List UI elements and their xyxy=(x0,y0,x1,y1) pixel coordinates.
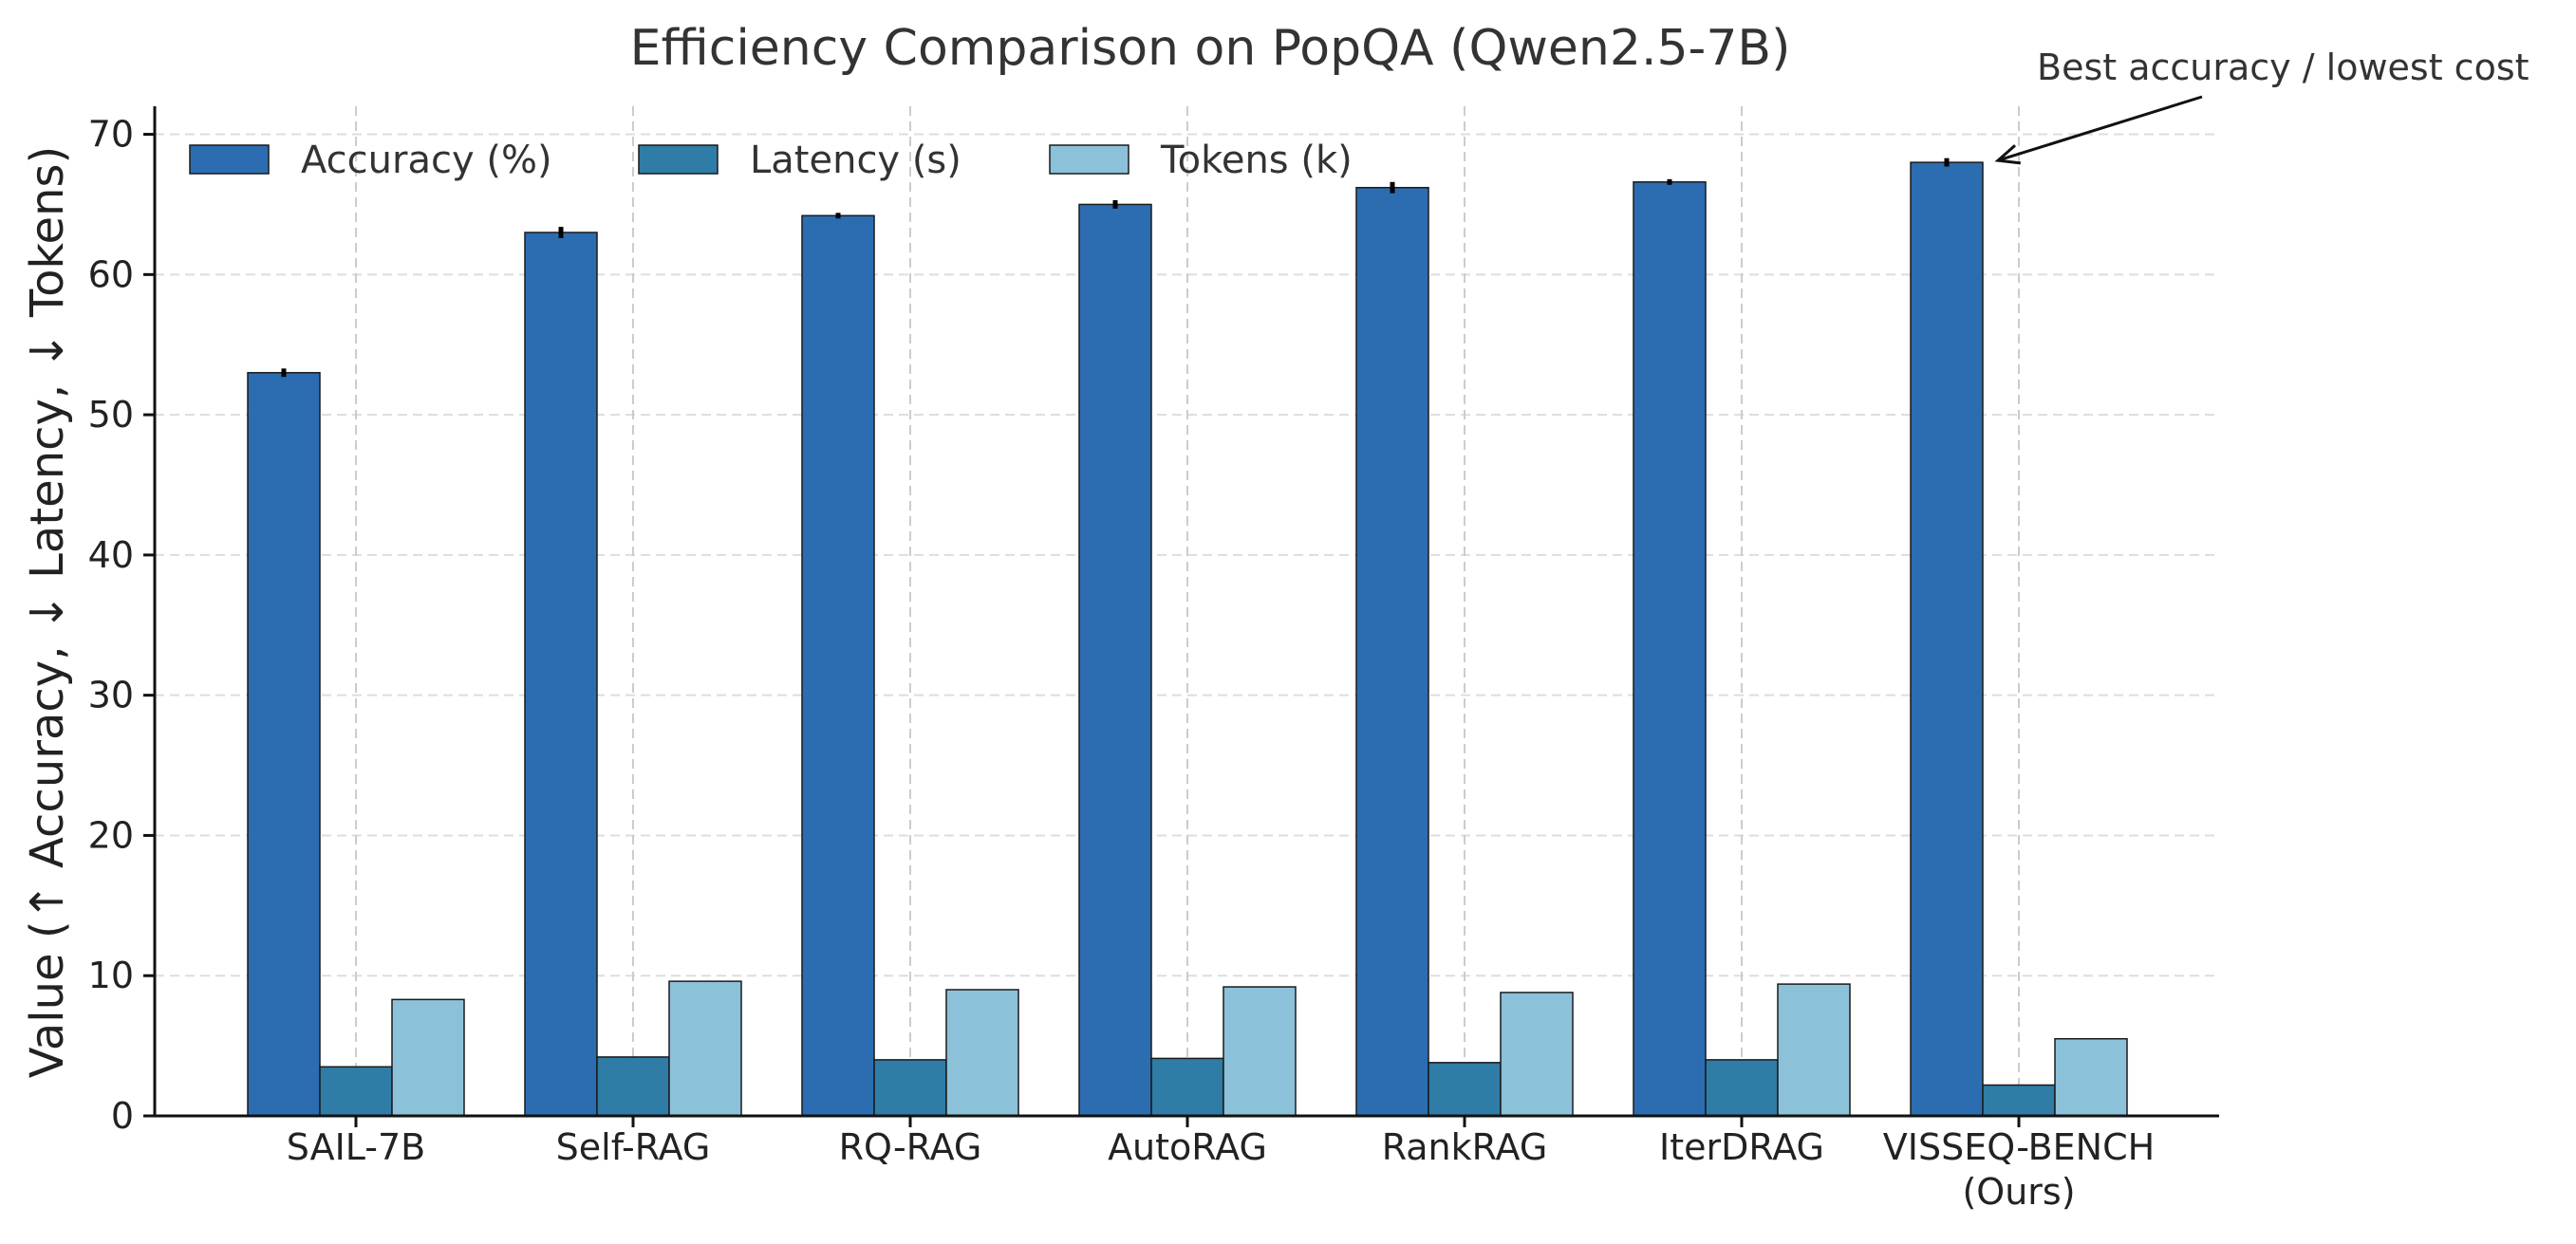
x-tick-label: VISSEQ-BENCH xyxy=(1883,1126,2155,1168)
y-tick-label: 20 xyxy=(88,814,134,856)
legend-label: Latency (s) xyxy=(750,139,961,182)
y-tick-label: 70 xyxy=(88,114,134,156)
y-tick-label: 50 xyxy=(88,394,134,436)
y-tick-label: 10 xyxy=(88,955,134,996)
x-tick-label: SAIL-7B xyxy=(287,1126,426,1168)
y-axis-label: Value (↑ Accuracy, ↓ Latency, ↓ Tokens) xyxy=(21,146,74,1078)
y-ticks: 0 10 20 30 40 50 60 70 xyxy=(88,114,155,1137)
bar xyxy=(596,1056,670,1117)
x-tick-label: RankRAG xyxy=(1382,1126,1548,1168)
y-tick-label: 30 xyxy=(88,675,134,716)
bar xyxy=(1910,161,1984,1117)
legend-label: Tokens (k) xyxy=(1160,139,1353,182)
bar xyxy=(1777,983,1851,1117)
bar-marks xyxy=(247,161,2128,1117)
x-tick-label: (Ours) xyxy=(1962,1171,2075,1213)
chart-title: Efficiency Comparison on PopQA (Qwen2.5-… xyxy=(630,20,1791,77)
bar xyxy=(319,1066,393,1117)
annotation-text: Best accuracy / lowest cost xyxy=(2037,46,2529,88)
grid-lines xyxy=(155,106,2219,1116)
bar xyxy=(873,1059,947,1117)
legend-label: Accuracy (%) xyxy=(301,139,552,182)
bar xyxy=(247,372,321,1117)
bar xyxy=(391,998,465,1117)
bar xyxy=(1355,186,1429,1117)
bar xyxy=(945,989,1019,1117)
bar xyxy=(1705,1059,1779,1117)
x-ticks: SAIL-7B Self-RAG RQ-RAG AutoRAG RankRAG IterD… xyxy=(287,1116,2155,1213)
annotation-arrow-head xyxy=(1994,144,2022,165)
x-tick-label: Self-RAG xyxy=(556,1126,711,1168)
bar xyxy=(524,232,598,1117)
x-tick-label: AutoRAG xyxy=(1108,1126,1267,1168)
error-bars xyxy=(281,158,1950,378)
bar xyxy=(1500,992,1574,1117)
x-tick-label: IterDRAG xyxy=(1659,1126,1824,1168)
bar xyxy=(1078,203,1152,1117)
legend-swatch xyxy=(189,144,270,175)
legend-swatch xyxy=(638,144,719,175)
y-tick-label: 40 xyxy=(88,534,134,576)
bar xyxy=(1982,1084,2056,1117)
y-tick-label: 0 xyxy=(111,1095,134,1137)
legend-swatch xyxy=(1049,144,1129,175)
legend: Accuracy (%) Latency (s) Tokens (k) xyxy=(189,139,1353,182)
bar xyxy=(2054,1037,2128,1117)
y-tick-label: 60 xyxy=(88,253,134,295)
bar xyxy=(801,214,875,1117)
bar xyxy=(1223,986,1297,1117)
annotation: Best accuracy / lowest cost xyxy=(1994,46,2529,165)
annotation-arrow-line xyxy=(1997,95,2203,162)
bar xyxy=(1633,181,1707,1117)
x-tick-label: RQ-RAG xyxy=(839,1126,982,1168)
bar xyxy=(1428,1062,1502,1117)
bar xyxy=(668,980,742,1117)
bar xyxy=(1150,1057,1224,1117)
